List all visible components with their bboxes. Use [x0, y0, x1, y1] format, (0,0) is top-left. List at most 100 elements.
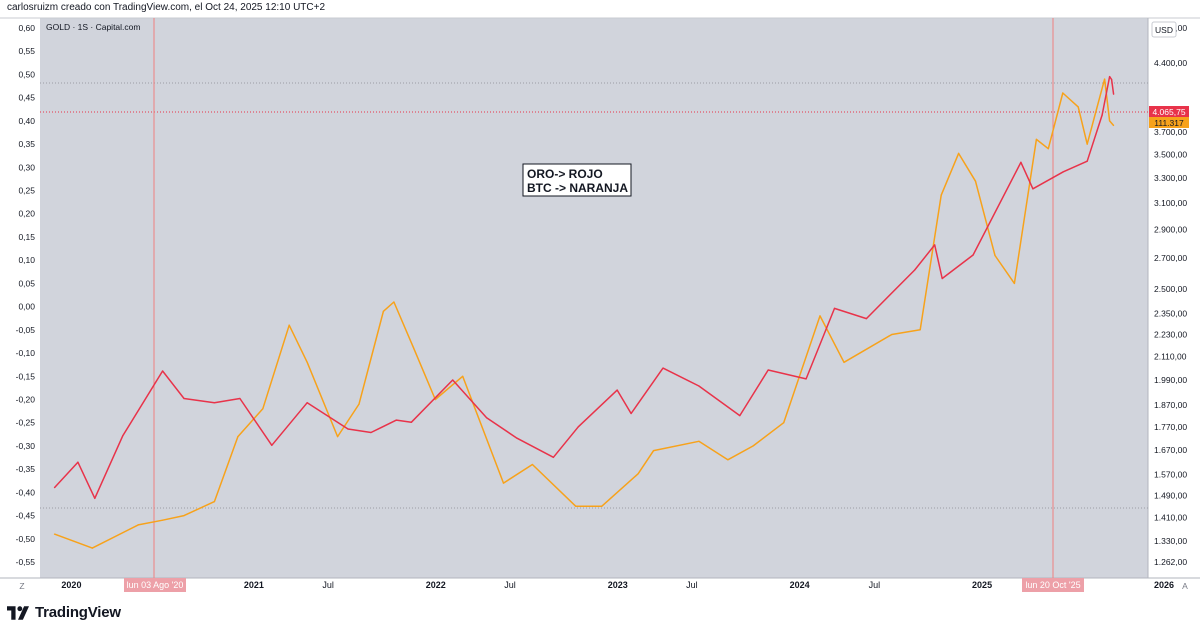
- currency-badge[interactable]: USD: [1155, 25, 1173, 35]
- right-tick-label: 2.700,00: [1154, 253, 1187, 263]
- data-point-btc: [1047, 148, 1049, 150]
- data-point-oro: [271, 444, 273, 446]
- left-tick-label: -0,20: [16, 394, 36, 404]
- data-point-btc: [358, 403, 360, 405]
- time-axis-label: 2025: [972, 580, 992, 590]
- tradingview-brand[interactable]: TradingView: [7, 604, 121, 621]
- data-point-oro: [1032, 188, 1034, 190]
- data-point-btc: [237, 436, 239, 438]
- data-point-btc: [183, 515, 185, 517]
- end-date-tag: [1022, 578, 1084, 592]
- data-point-oro: [486, 417, 488, 419]
- btc-price-tag: [1149, 117, 1189, 128]
- left-tick-label: -0,05: [16, 325, 36, 335]
- data-point-oro: [239, 397, 241, 400]
- data-point-oro: [630, 412, 632, 415]
- series-line-oro: [53, 75, 1115, 500]
- left-tick-label: 0,05: [18, 278, 35, 288]
- corner-right[interactable]: A: [1182, 581, 1188, 591]
- left-tick-label: 0,10: [18, 255, 35, 265]
- brand-name: TradingView: [35, 604, 121, 621]
- data-point-btc: [137, 524, 139, 526]
- btc-price-label: 111.317: [1154, 118, 1184, 128]
- data-point-btc: [653, 450, 655, 452]
- data-point-btc: [919, 329, 921, 331]
- right-tick-label: 3.700,00: [1154, 127, 1187, 137]
- corner-left[interactable]: Z: [19, 581, 24, 591]
- left-tick-label: -0,40: [16, 487, 36, 497]
- data-point-oro: [941, 277, 943, 280]
- currency-badge-box[interactable]: [1151, 21, 1177, 38]
- data-point-oro: [53, 487, 56, 489]
- data-point-btc: [162, 519, 164, 521]
- left-tick-label: -0,45: [16, 511, 36, 521]
- data-point-oro: [162, 370, 164, 372]
- left-tick-label: -0,30: [16, 441, 36, 451]
- data-point-oro: [552, 456, 555, 458]
- data-point-btc: [382, 310, 384, 312]
- data-point-oro: [698, 385, 700, 387]
- data-point-btc: [974, 180, 977, 182]
- annotation-line-2: BTC -> NARANJA: [527, 181, 628, 195]
- data-point-btc: [994, 254, 996, 257]
- right-tick-label: 1.262,00: [1154, 557, 1187, 567]
- data-point-btc: [637, 473, 639, 475]
- data-point-btc: [262, 408, 264, 410]
- plot-area[interactable]: [40, 18, 1148, 578]
- right-tick-label: 2.350,00: [1154, 308, 1187, 318]
- data-point-btc: [601, 505, 603, 507]
- data-point-oro: [122, 435, 124, 437]
- right-tick-label: 1.990,00: [1154, 375, 1187, 385]
- right-tick-label: 1.410,00: [1154, 513, 1187, 523]
- symbol-legend[interactable]: GOLD · 1S · Capital.com: [46, 22, 140, 32]
- annotation-line-1: ORO-> ROJO: [527, 167, 603, 181]
- left-tick-label: -0,15: [16, 371, 36, 381]
- data-point-btc: [91, 547, 93, 549]
- data-point-oro: [972, 254, 974, 256]
- left-tick-label: 0,15: [18, 232, 35, 242]
- time-axis-label: 2020: [61, 580, 81, 590]
- right-axis: 4.800,004.400,003.700,003.500,003.300,00…: [1154, 23, 1187, 567]
- time-axis-label: 2022: [426, 580, 446, 590]
- data-point-btc: [575, 505, 577, 507]
- data-point-oro: [767, 369, 769, 371]
- data-point-oro: [865, 318, 868, 320]
- left-tick-label: 0,50: [18, 69, 35, 79]
- annotation-box[interactable]: ORO-> ROJO BTC -> NARANJA: [522, 163, 632, 197]
- time-axis-label: 2023: [608, 580, 628, 590]
- data-point-oro: [1062, 171, 1064, 173]
- time-axis-label: 2024: [790, 580, 810, 590]
- data-point-btc: [53, 533, 56, 535]
- left-axis: 0,60 0,55 0,50 0,45 0,40 0,35 0,30 0,25 0,20 0,15…: [16, 23, 36, 567]
- data-point-btc: [1013, 282, 1016, 284]
- data-point-oro: [395, 419, 397, 421]
- right-tick-label: 4.400,00: [1154, 58, 1187, 68]
- data-point-oro: [914, 269, 916, 271]
- data-point-oro: [805, 378, 807, 380]
- data-point-oro: [452, 379, 454, 381]
- data-point-btc: [1113, 124, 1115, 127]
- left-tick-label: 0,00: [18, 302, 35, 312]
- data-point-oro: [306, 402, 308, 404]
- data-point-oro: [94, 497, 96, 499]
- data-point-btc: [843, 361, 845, 363]
- data-point-btc: [891, 333, 893, 336]
- data-point-oro: [833, 307, 836, 309]
- left-tick-label: -0,35: [16, 464, 36, 474]
- data-point-oro: [1020, 161, 1022, 163]
- data-point-oro: [1111, 78, 1113, 81]
- data-point-btc: [727, 459, 729, 461]
- right-tick-label: 2.230,00: [1154, 329, 1187, 339]
- data-point-btc: [337, 436, 339, 438]
- right-tick-label: 1.570,00: [1154, 470, 1187, 480]
- left-tick-label: 0,20: [18, 209, 35, 219]
- left-tick-label: 0,55: [18, 46, 35, 56]
- data-point-btc: [1086, 143, 1088, 145]
- right-tick-label: 2.900,00: [1154, 224, 1187, 234]
- left-tick-label: 0,30: [18, 162, 35, 172]
- right-tick-label: 1.870,00: [1154, 400, 1187, 410]
- right-tick-label: 3.500,00: [1154, 149, 1187, 159]
- data-point-oro: [77, 461, 79, 463]
- time-axis-label: Jul: [504, 580, 516, 590]
